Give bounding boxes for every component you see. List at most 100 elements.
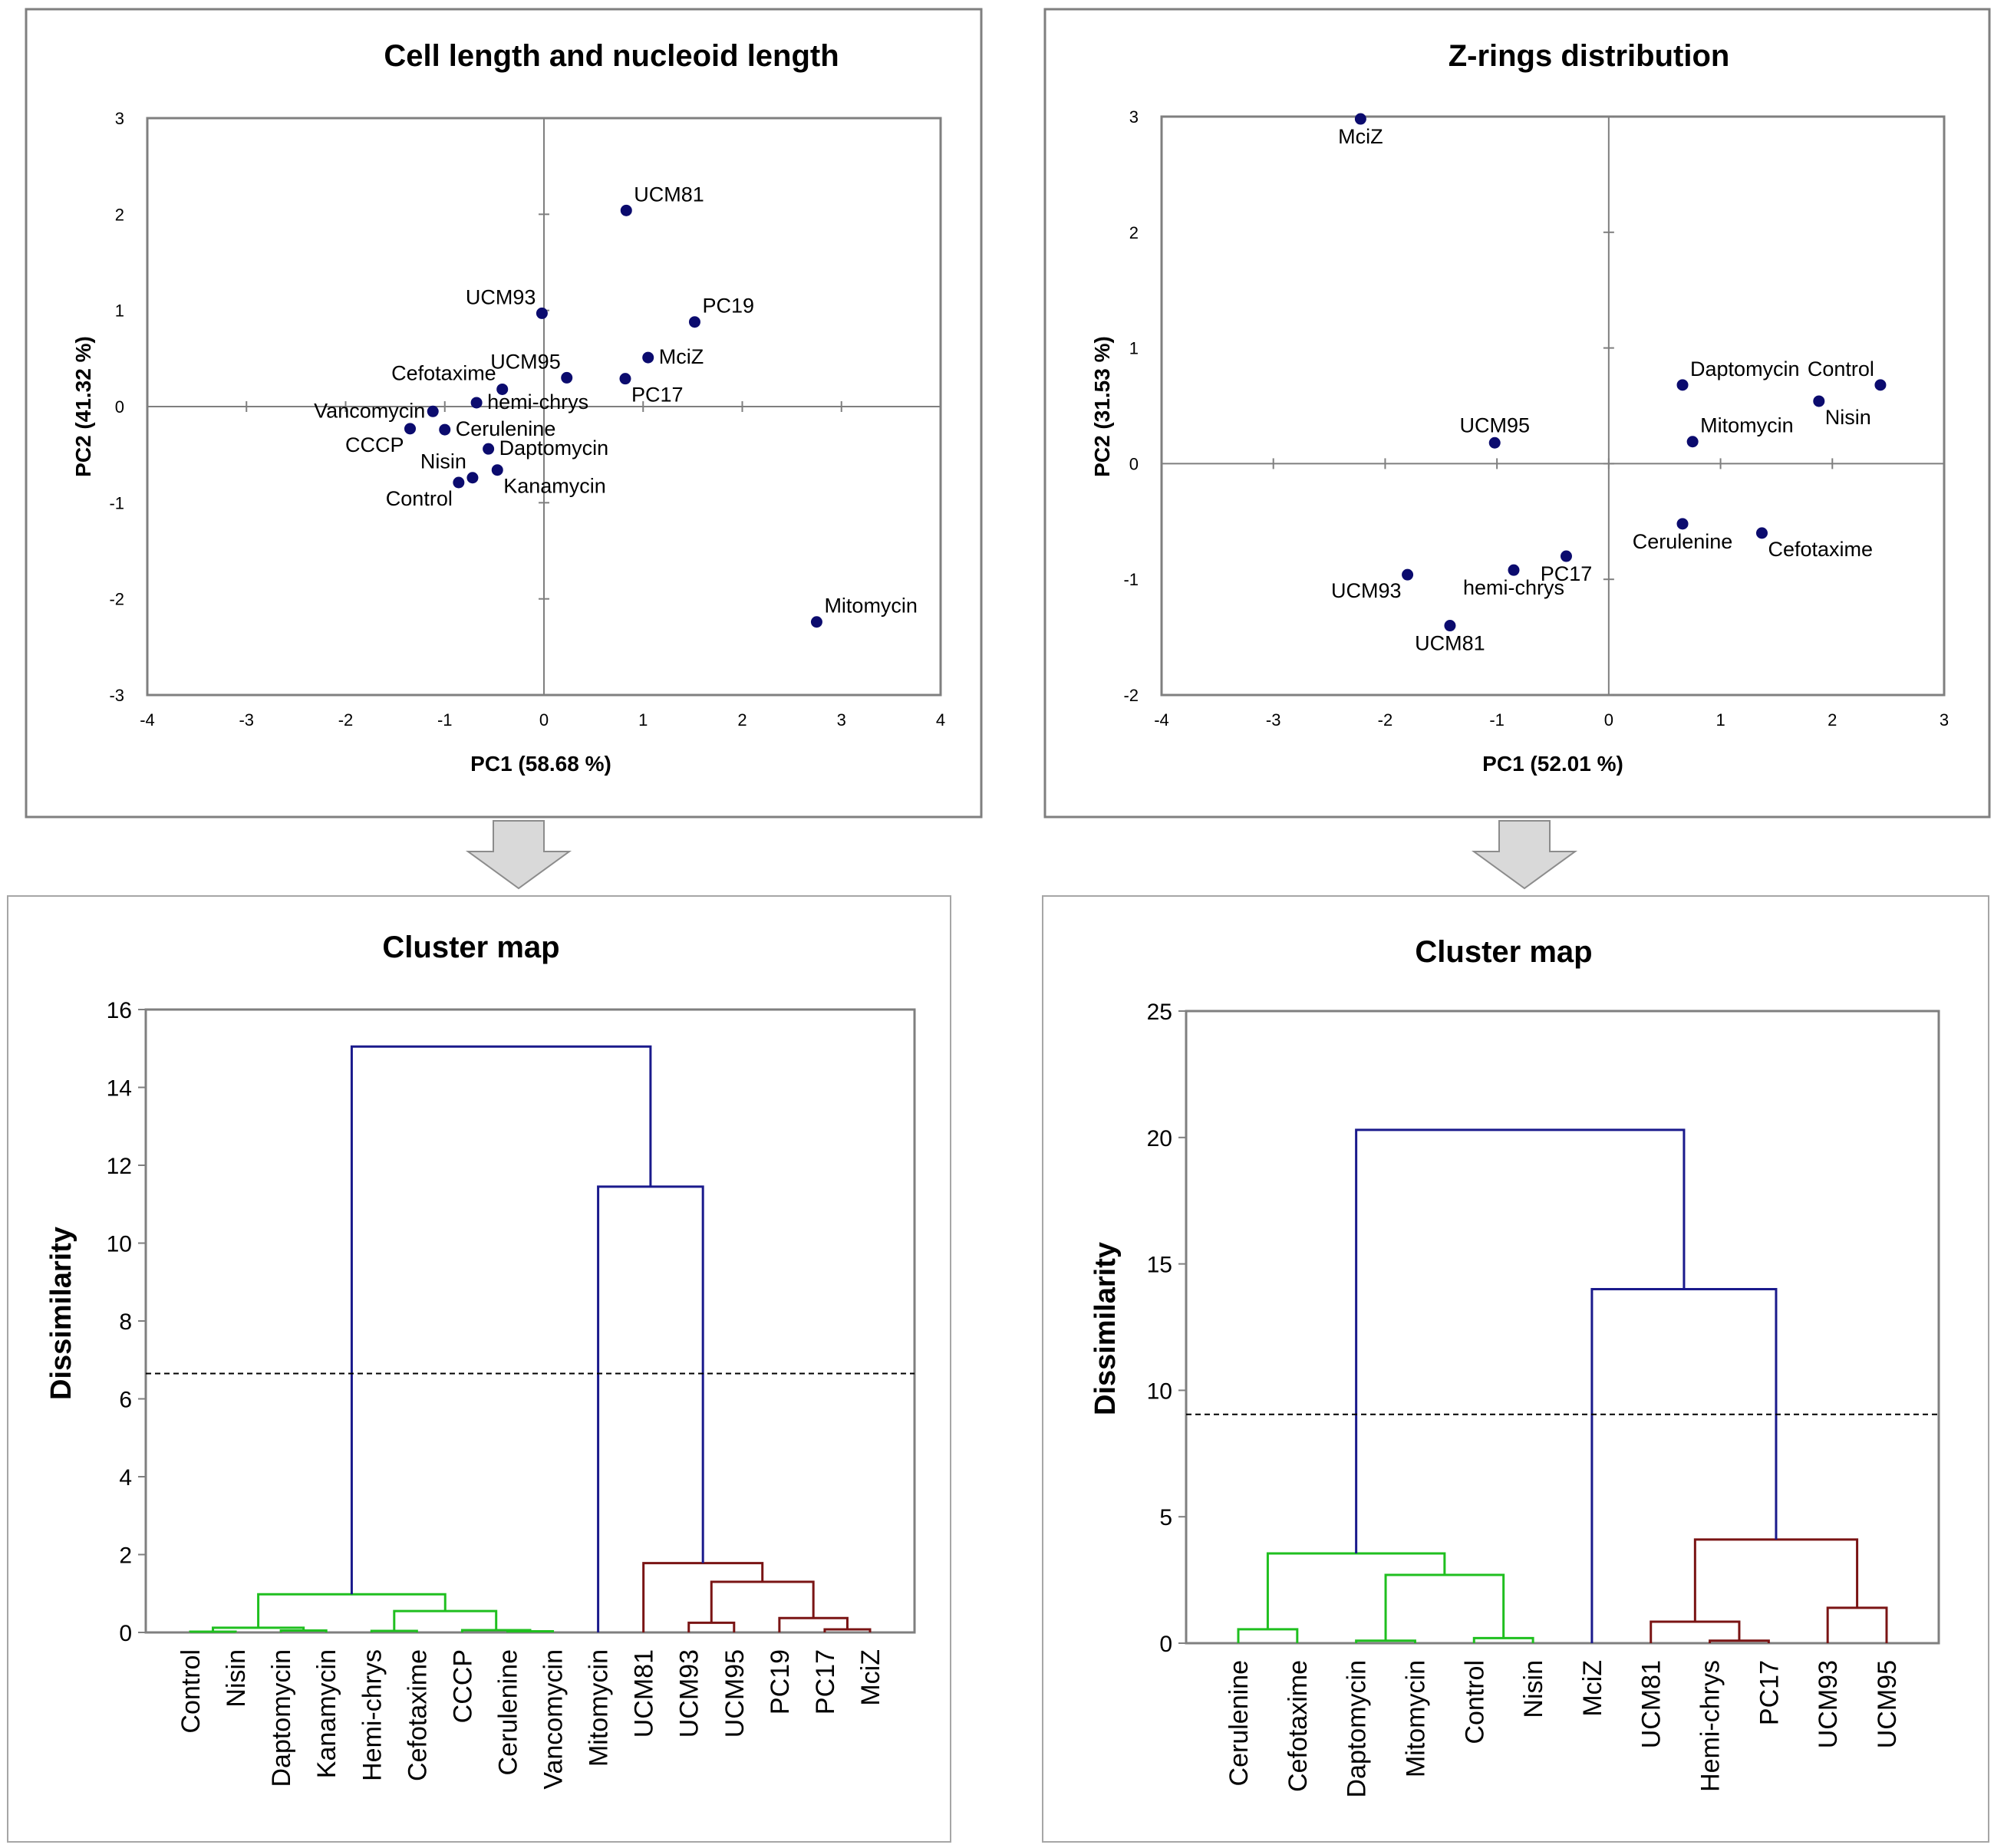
x-tick-label: -4 [140,710,155,730]
point-label: UCM93 [1331,579,1402,602]
leaf-label: Mitomycin [585,1649,614,1767]
point-label: Nisin [420,450,466,473]
leaf-label: PC17 [1755,1660,1784,1725]
dendrogram-link [460,1629,532,1632]
x-tick-label: -4 [1154,710,1169,730]
x-tick-label: 4 [936,710,945,730]
data-point [1676,518,1689,530]
leaf-label: Daptomycin [267,1649,296,1787]
data-point [470,397,483,409]
leaf-label: Mitomycin [1401,1660,1430,1777]
leaf-label: PC17 [811,1649,840,1715]
y-tick-label: 3 [115,109,124,128]
point-label: UCM81 [634,183,704,206]
data-point [688,316,700,328]
point-label: PC17 [1541,562,1593,585]
x-axis-label: PC1 (58.68 %) [470,752,611,776]
x-tick-label: 3 [1940,710,1949,730]
y-tick-label: 10 [107,1232,132,1257]
point-label: Vancomycin [314,399,425,422]
x-tick-label: 0 [539,710,549,730]
point-label: Daptomycin [499,436,609,460]
point-label: UCM93 [466,285,536,308]
dendrogram-link [1384,1573,1505,1641]
leaf-label: UCM81 [630,1649,659,1738]
x-tick-label: 2 [737,710,747,730]
point-label: PC17 [631,384,684,407]
point-label: UCM95 [490,350,561,373]
data-point [1354,113,1366,125]
leaf-label: PC19 [766,1649,795,1715]
y-axis-label: Dissimilarity [1089,1242,1122,1415]
dendrogram-link [1355,1128,1686,1553]
y-tick-label: 25 [1147,1000,1172,1025]
leaf-label: Control [1460,1660,1489,1744]
data-point [642,351,654,364]
data-point [1444,620,1456,632]
y-axis-label: Dissimilarity [45,1227,77,1400]
y-tick-label: 1 [115,301,124,321]
point-label: Cefotaxime [1768,538,1873,561]
x-tick-label: -2 [1378,710,1393,730]
x-axis-label: PC1 (52.01 %) [1482,752,1623,776]
y-tick-label: 0 [1159,1632,1172,1657]
y-tick-label: 4 [119,1465,132,1491]
data-point [561,371,573,384]
leaf-label: Nisin [1519,1660,1548,1718]
down-arrow-left [465,820,572,890]
dendrogram-link [393,1609,498,1631]
data-point [1813,395,1825,407]
y-tick-label: 14 [107,1076,132,1102]
leaf-label: Control [176,1649,206,1734]
data-point [1402,568,1414,581]
leaf-label: UCM81 [1637,1660,1666,1748]
point-label: hemi-chrys [1463,576,1564,599]
point-label: Daptomycin [1690,357,1800,380]
y-tick-label: 2 [1129,223,1139,242]
y-tick-label: 2 [119,1543,132,1569]
pca-chart-cell-length: Cell length and nucleoid length PC1 (58.… [71,39,945,776]
y-axis-label: PC2 (41.32 %) [71,336,95,477]
point-label: Cefotaxime [391,361,496,384]
x-tick-label: 1 [1715,710,1725,730]
plot-area [1185,1010,1940,1645]
point-label: MciZ [659,345,704,368]
y-tick-label: 1 [1129,339,1139,358]
dendrogram-link [1826,1606,1888,1643]
leaf-label: UCM93 [675,1649,704,1738]
dendrogram-cell-length: Cluster map Dissimilarity 0 2 4 6 8 10 12 14 16 C… [45,931,916,1790]
data-point [1560,550,1572,562]
panel-frame-top-right [1043,8,1991,819]
y-tick-label: 0 [115,397,124,417]
leaf-label: Nisin [222,1649,251,1708]
dendrogram-link [350,1045,652,1595]
leaf-label: Cerulenine [493,1649,522,1775]
data-point [466,472,479,484]
x-tick-label: 2 [1828,710,1837,730]
leaf-label: Cefotaxime [1284,1660,1313,1792]
dendrogram-link [642,1562,764,1632]
data-point [619,373,631,385]
data-point [1755,527,1768,539]
data-point [491,464,503,476]
y-tick-label: 16 [107,998,132,1023]
point-label: UCM95 [1459,413,1530,436]
point-label: Cerulenine [456,417,556,440]
point-label: Cerulenine [1633,530,1733,553]
y-tick-label: 10 [1147,1379,1172,1404]
x-tick-label: 0 [1604,710,1613,730]
data-point [404,423,417,435]
data-point [496,383,509,395]
panel-frame-bottom-right [1042,895,1989,1843]
y-tick-label: 2 [115,205,124,224]
data-point [536,307,548,319]
chart-title: Cell length and nucleoid length [384,39,839,73]
data-point [427,405,439,417]
leaf-label: Hemi-chrys [1696,1660,1725,1792]
leaf-label: UCM95 [720,1649,750,1738]
leaf-label: MciZ [1578,1660,1607,1717]
chart-title: Cluster map [382,931,559,964]
dendrogram-z-rings: Cluster map Dissimilarity 0 5 10 15 20 25 Ceru… [1089,935,1940,1798]
y-tick-label: 15 [1147,1253,1172,1278]
